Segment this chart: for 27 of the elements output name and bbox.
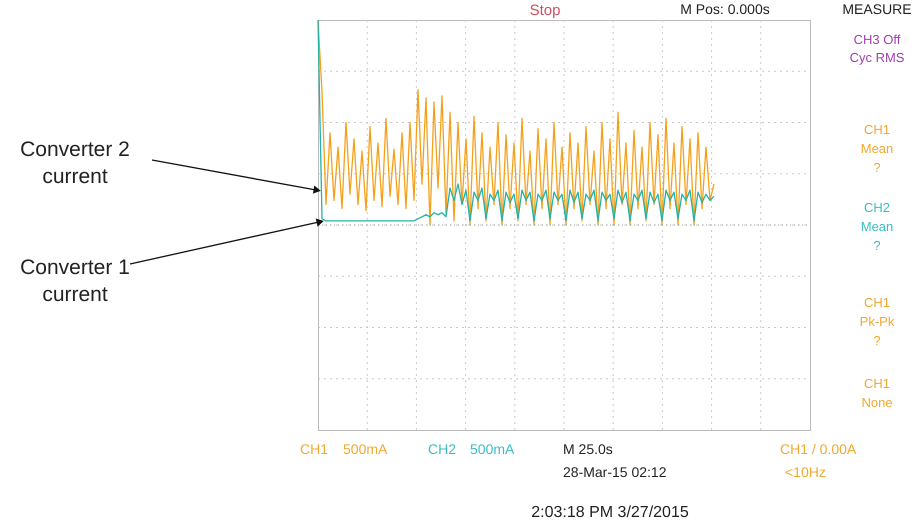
text: Mean	[860, 219, 894, 234]
text: Mean	[860, 141, 894, 156]
text: 500mA	[470, 441, 516, 457]
text: ?	[873, 238, 881, 253]
text: CH1 / 0.00A	[780, 441, 857, 457]
text: MEASURE	[842, 1, 912, 17]
text: 500mA	[343, 441, 388, 457]
text: CH1	[864, 295, 890, 310]
text: CH1	[864, 376, 890, 391]
text: CH2	[428, 441, 456, 457]
text: None	[861, 395, 893, 410]
text: ?	[873, 333, 881, 348]
text: CH1	[300, 441, 328, 457]
text: Converter 2 current	[20, 138, 130, 188]
text: 28-Mar-15 02:12	[563, 464, 667, 480]
text: CH2	[864, 200, 890, 215]
text: Stop	[530, 2, 560, 19]
text: CH3 Off	[854, 32, 901, 47]
text: M Pos: 0.000s	[680, 1, 770, 17]
text: M 25.0s	[563, 441, 613, 457]
text: CH1	[864, 122, 890, 137]
text: <10Hz	[785, 464, 826, 480]
text: Converter 1 current	[20, 256, 130, 306]
text: 2:03:18 PM 3/27/2015	[531, 504, 689, 521]
text: Pk-Pk	[860, 314, 895, 329]
text: Cyc RMS	[850, 50, 905, 65]
text: ?	[873, 160, 881, 175]
